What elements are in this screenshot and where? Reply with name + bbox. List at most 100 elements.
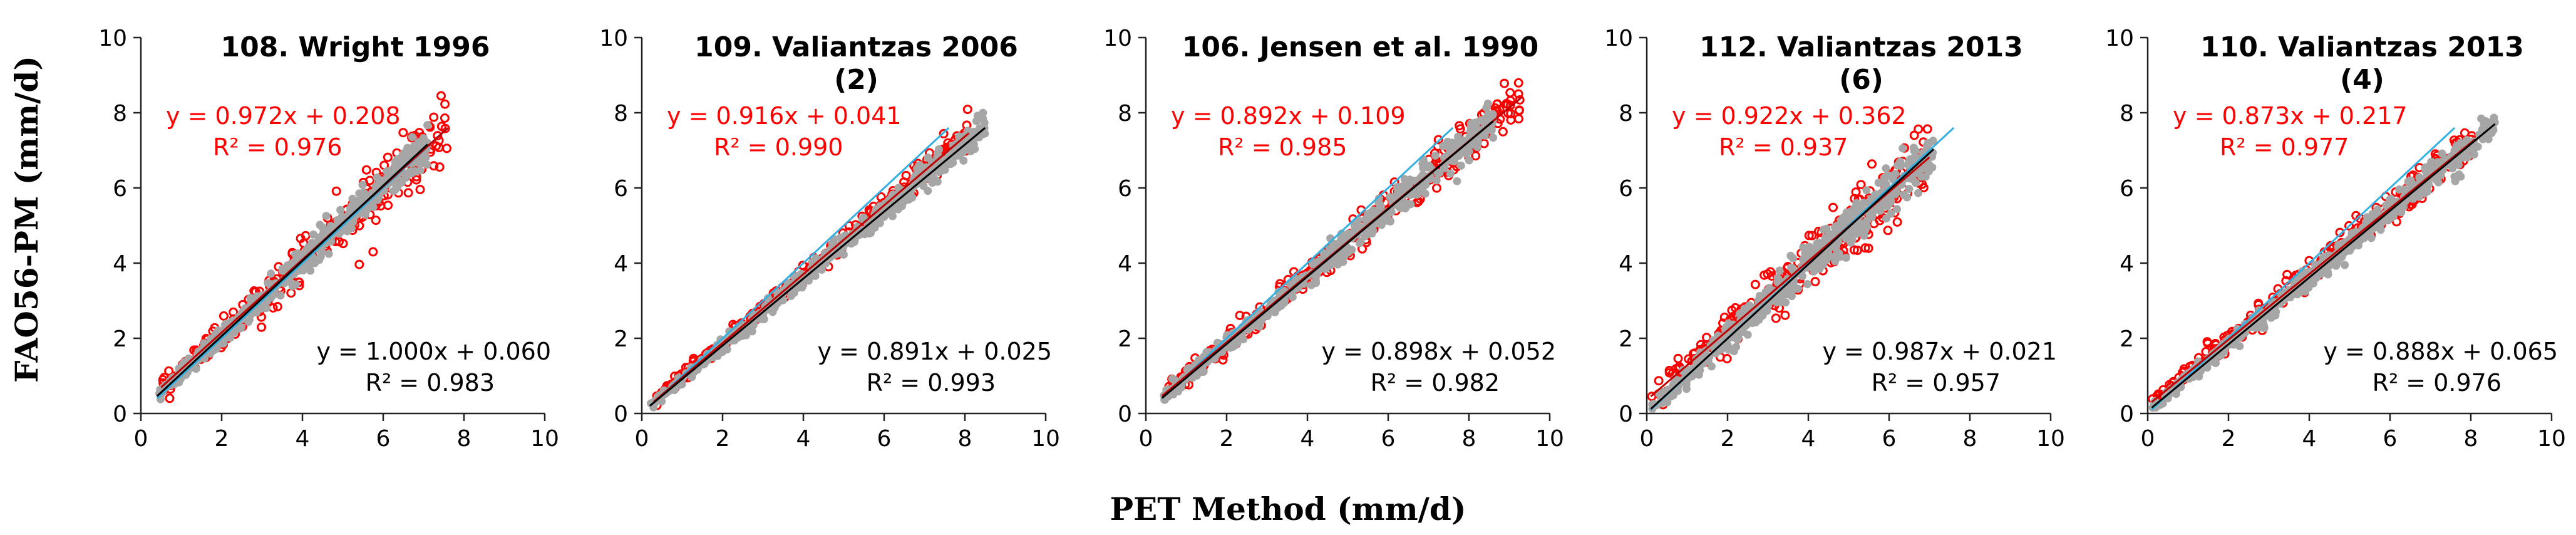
scatter-point-calibrated — [1928, 163, 1937, 172]
scatter-point-calibrated — [373, 195, 382, 204]
x-tick-label: 0 — [635, 426, 649, 452]
red-fit-line — [1650, 156, 1930, 397]
scatter-point-calibrated — [1835, 249, 1843, 258]
scatter-point-calibrated — [2421, 185, 2430, 194]
panel-2-title: (2) — [834, 64, 878, 96]
scatter-point-calibrated — [2389, 212, 2398, 221]
scatter-point-calibrated — [1824, 247, 1832, 256]
scatter-point-calibrated — [1808, 262, 1817, 271]
scatter-point-calibrated — [1734, 333, 1743, 342]
scatter-point-calibrated — [1443, 137, 1452, 146]
red-fit-equation: y = 0.873x + 0.217 — [2173, 102, 2408, 130]
y-tick-label: 10 — [599, 26, 628, 51]
scatter-point-uncalibrated — [1513, 114, 1523, 124]
scatter-point-uncalibrated — [1673, 353, 1683, 363]
scatter-point-calibrated — [349, 217, 358, 226]
scatter-point-uncalibrated — [433, 131, 443, 141]
scatter-point-uncalibrated — [939, 128, 949, 138]
scatter-point-calibrated — [1905, 185, 1914, 194]
scatter-point-uncalibrated — [1810, 277, 1820, 286]
scatter-point-calibrated — [336, 205, 345, 214]
scatter-point-calibrated — [1483, 100, 1492, 108]
scatter-point-uncalibrated — [296, 234, 306, 244]
chart-panel: 0 2 4 6 8 10 0 2 4 6 8 10 108. Wright 1996 y = 0.972x… — [98, 26, 559, 452]
scatter-point-calibrated — [1473, 142, 1481, 151]
scatter-point-calibrated — [849, 238, 858, 247]
scatter-point-calibrated — [1369, 226, 1378, 235]
y-tick-label: 8 — [1118, 101, 1132, 127]
x-tick-label: 4 — [2302, 426, 2317, 452]
black-fit-line — [1161, 120, 1494, 399]
x-tick-label: 0 — [1640, 426, 1654, 452]
scatter-point-calibrated — [783, 281, 792, 289]
scatter-point-calibrated — [1734, 326, 1743, 335]
scatter-point-calibrated — [1775, 266, 1784, 275]
scatter-point-calibrated — [2423, 162, 2432, 171]
scatter-point-calibrated — [959, 156, 968, 165]
scatter-point-uncalibrated — [164, 366, 174, 376]
scatter-point-calibrated — [1711, 348, 1719, 356]
scatter-point-calibrated — [1882, 214, 1890, 223]
scatter-point-calibrated — [1778, 291, 1787, 299]
x-tick-label: 8 — [457, 426, 471, 452]
scatter-point-calibrated — [1361, 232, 1369, 241]
scatter-point-calibrated — [972, 117, 981, 125]
scatter-point-uncalibrated — [361, 165, 371, 175]
panel-5-title: (4) — [2340, 64, 2384, 96]
black-fit-line — [1650, 148, 1934, 410]
scatter-point-calibrated — [1450, 157, 1458, 165]
scatter-point-uncalibrated — [1804, 231, 1814, 241]
scatter-point-calibrated — [2480, 131, 2488, 139]
scatter-point-calibrated — [980, 118, 989, 127]
scatter-point-calibrated — [245, 316, 254, 324]
scatter-point-uncalibrated — [1702, 333, 1711, 343]
y-tick-label: 6 — [614, 176, 628, 202]
scatter-point-calibrated — [1169, 390, 1178, 398]
x-tick-label: 10 — [1031, 426, 1060, 452]
black-fit-equation: y = 1.000x + 0.060 — [316, 338, 551, 365]
x-tick-label: 10 — [530, 426, 559, 452]
black-fit-line — [649, 127, 986, 407]
scatter-point-calibrated — [830, 234, 838, 243]
scatter-point-calibrated — [1445, 144, 1454, 153]
panel-2-title: 109. Valiantzas 2006 — [694, 31, 1018, 63]
scatter-point-uncalibrated — [1914, 124, 1924, 134]
scatter-point-uncalibrated — [1647, 392, 1657, 402]
red-fit-r2: R² = 0.990 — [714, 133, 843, 161]
scatter-point-uncalibrated — [1863, 243, 1873, 253]
scatter-point-calibrated — [1233, 339, 1242, 348]
panel-4-title: 112. Valiantzas 2013 — [1699, 31, 2023, 63]
scatter-point-calibrated — [387, 166, 395, 175]
scatter-point-uncalibrated — [398, 128, 408, 138]
scatter-point-calibrated — [1344, 229, 1352, 238]
scatter-point-calibrated — [1847, 238, 1855, 247]
scatter-point-uncalibrated — [1515, 95, 1525, 105]
scatter-point-uncalibrated — [1849, 245, 1859, 255]
scatter-point-calibrated — [1188, 373, 1197, 382]
scatter-point-calibrated — [969, 128, 978, 137]
y-tick-label: 2 — [1118, 326, 1132, 352]
scatter-point-calibrated — [919, 180, 927, 189]
scatter-point-calibrated — [1421, 189, 1430, 198]
scatter-point-calibrated — [913, 164, 922, 173]
scatter-point-calibrated — [2451, 177, 2460, 185]
scatter-point-calibrated — [1893, 205, 1901, 214]
scatter-point-calibrated — [753, 311, 761, 319]
x-tick-label: 2 — [215, 426, 229, 452]
scatter-point-calibrated — [1480, 131, 1489, 140]
scatter-point-uncalibrated — [1860, 243, 1870, 253]
scatter-point-calibrated — [1337, 229, 1346, 238]
x-tick-label: 10 — [2036, 426, 2065, 452]
scatter-point-calibrated — [940, 155, 949, 164]
scatter-point-uncalibrated — [257, 322, 267, 332]
scatter-point-uncalibrated — [1654, 376, 1664, 386]
panel-1-title: 108. Wright 1996 — [220, 31, 490, 63]
chart-panel: 0 2 4 6 8 10 0 2 4 6 8 10 112. Valiantzas 2013(6) y =… — [1604, 26, 2065, 452]
scatter-point-calibrated — [1421, 160, 1430, 169]
scatter-point-uncalibrated — [219, 311, 229, 321]
scatter-point-calibrated — [1456, 161, 1465, 170]
scatter-point-calibrated — [309, 230, 317, 239]
scatter-point-uncalibrated — [1433, 135, 1443, 145]
scatter-point-calibrated — [1465, 156, 1473, 165]
x-tick-label: 4 — [1301, 426, 1315, 452]
